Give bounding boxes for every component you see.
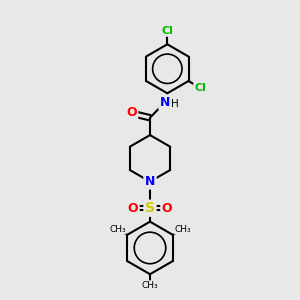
Text: S: S bbox=[145, 201, 155, 215]
Text: Cl: Cl bbox=[194, 83, 206, 93]
Text: N: N bbox=[160, 96, 170, 109]
Text: Cl: Cl bbox=[161, 26, 173, 36]
Text: O: O bbox=[126, 106, 137, 118]
Text: O: O bbox=[162, 202, 172, 215]
Text: CH₃: CH₃ bbox=[142, 281, 158, 290]
Text: CH₃: CH₃ bbox=[174, 225, 191, 234]
Text: CH₃: CH₃ bbox=[109, 225, 126, 234]
Text: N: N bbox=[145, 175, 155, 188]
Text: H: H bbox=[171, 99, 178, 109]
Text: O: O bbox=[128, 202, 138, 215]
